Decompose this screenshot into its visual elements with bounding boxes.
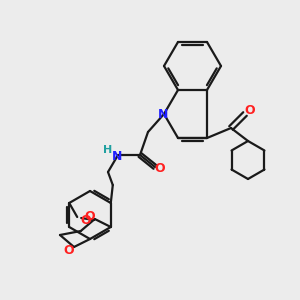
Text: O: O (85, 209, 95, 223)
Text: N: N (112, 149, 122, 163)
Text: O: O (155, 161, 165, 175)
Text: H: H (103, 145, 112, 155)
Text: O: O (245, 104, 255, 118)
Text: O: O (64, 244, 74, 256)
Text: N: N (158, 109, 168, 122)
Text: O: O (80, 214, 91, 226)
